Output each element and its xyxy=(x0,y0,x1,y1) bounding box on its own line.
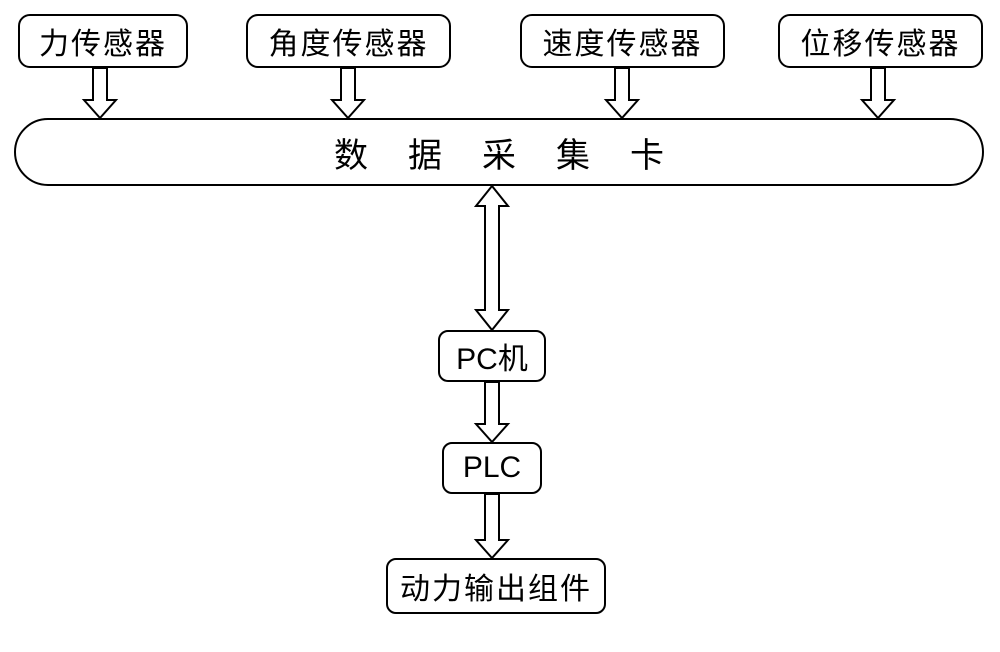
node-label: 速度传感器 xyxy=(543,19,703,63)
node-label: 位移传感器 xyxy=(801,19,961,63)
node-speed-sensor: 速度传感器 xyxy=(520,14,725,68)
node-plc: PLC xyxy=(442,442,542,494)
node-force-sensor: 力传感器 xyxy=(18,14,188,68)
diagram-canvas: 力传感器 角度传感器 速度传感器 位移传感器 数据采集卡 PC机 PLC 动力输… xyxy=(0,0,1000,652)
node-label: PC机 xyxy=(456,334,528,378)
node-label: PLC xyxy=(463,451,521,485)
node-label: 数据采集卡 xyxy=(294,128,704,177)
edges-layer xyxy=(0,0,1000,652)
node-label: 动力输出组件 xyxy=(400,564,592,608)
node-power-output: 动力输出组件 xyxy=(386,558,606,614)
node-pc: PC机 xyxy=(438,330,546,382)
node-label: 角度传感器 xyxy=(269,19,429,63)
node-daq-card: 数据采集卡 xyxy=(14,118,984,186)
node-displacement-sensor: 位移传感器 xyxy=(778,14,983,68)
node-angle-sensor: 角度传感器 xyxy=(246,14,451,68)
node-label: 力传感器 xyxy=(39,19,167,63)
